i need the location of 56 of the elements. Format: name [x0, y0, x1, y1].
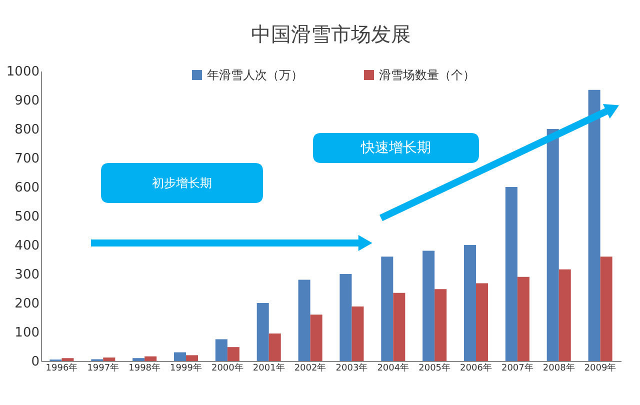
bar [215, 339, 228, 361]
x-tick-label: 1996年 [46, 362, 78, 374]
y-tick-label: 300 [14, 268, 40, 282]
bar [256, 303, 269, 361]
bar [268, 333, 281, 361]
x-tick-label: 2005年 [418, 362, 451, 374]
y-tick-label: 500 [14, 210, 40, 224]
bar [476, 283, 488, 361]
x-tick-label: 2009年 [584, 362, 616, 374]
bar [600, 256, 612, 361]
legend-label: 滑雪场数量（个） [379, 68, 475, 82]
annotation: 初步增长期 [152, 176, 212, 190]
x-tick-label: 2007年 [501, 362, 534, 374]
y-tick-label: 700 [14, 152, 40, 166]
x-tick-label: 1999年 [170, 362, 202, 374]
bar [186, 355, 198, 361]
bar [298, 280, 310, 361]
bar [340, 274, 352, 361]
x-tick-label: 2003年 [336, 362, 368, 374]
bar [393, 292, 406, 361]
bar [546, 129, 559, 361]
y-tick-label: 600 [14, 180, 40, 196]
bar [422, 250, 435, 361]
annotation: 快速增长期 [360, 140, 431, 156]
y-tick-label: 200 [14, 296, 40, 312]
bar [352, 306, 364, 361]
chart-title: 中国滑雪市场发展 [251, 22, 411, 46]
y-tick-label: 100 [14, 326, 40, 340]
bar [558, 269, 571, 361]
x-tick-label: 1998年 [128, 362, 161, 374]
bar [381, 256, 394, 361]
bar [174, 352, 186, 361]
bar [517, 276, 530, 361]
bar [434, 289, 447, 361]
x-tick-label: 2008年 [542, 362, 575, 374]
x-tick-label: 2006年 [460, 362, 492, 374]
y-tick-label: 900 [14, 94, 40, 108]
y-tick-label: 400 [14, 238, 40, 254]
y-tick-label: 0 [31, 354, 40, 370]
legend-label: 年滑雪人次（万） [207, 68, 303, 82]
x-tick-label: 2004年 [377, 362, 410, 374]
x-tick-label: 2002年 [294, 362, 326, 374]
bar [132, 358, 145, 361]
x-tick-label: 2001年 [252, 362, 285, 374]
bar [464, 245, 476, 361]
bar [144, 356, 157, 361]
x-tick-label: 2000年 [211, 362, 244, 374]
x-tick-label: 1997年 [87, 362, 120, 374]
bar [103, 358, 116, 361]
bar [310, 314, 322, 361]
y-tick-label: 1000 [6, 64, 40, 80]
bar [227, 347, 240, 361]
bar [505, 187, 518, 361]
bar [588, 90, 600, 361]
y-tick-label: 800 [14, 122, 40, 138]
bar [62, 358, 74, 361]
